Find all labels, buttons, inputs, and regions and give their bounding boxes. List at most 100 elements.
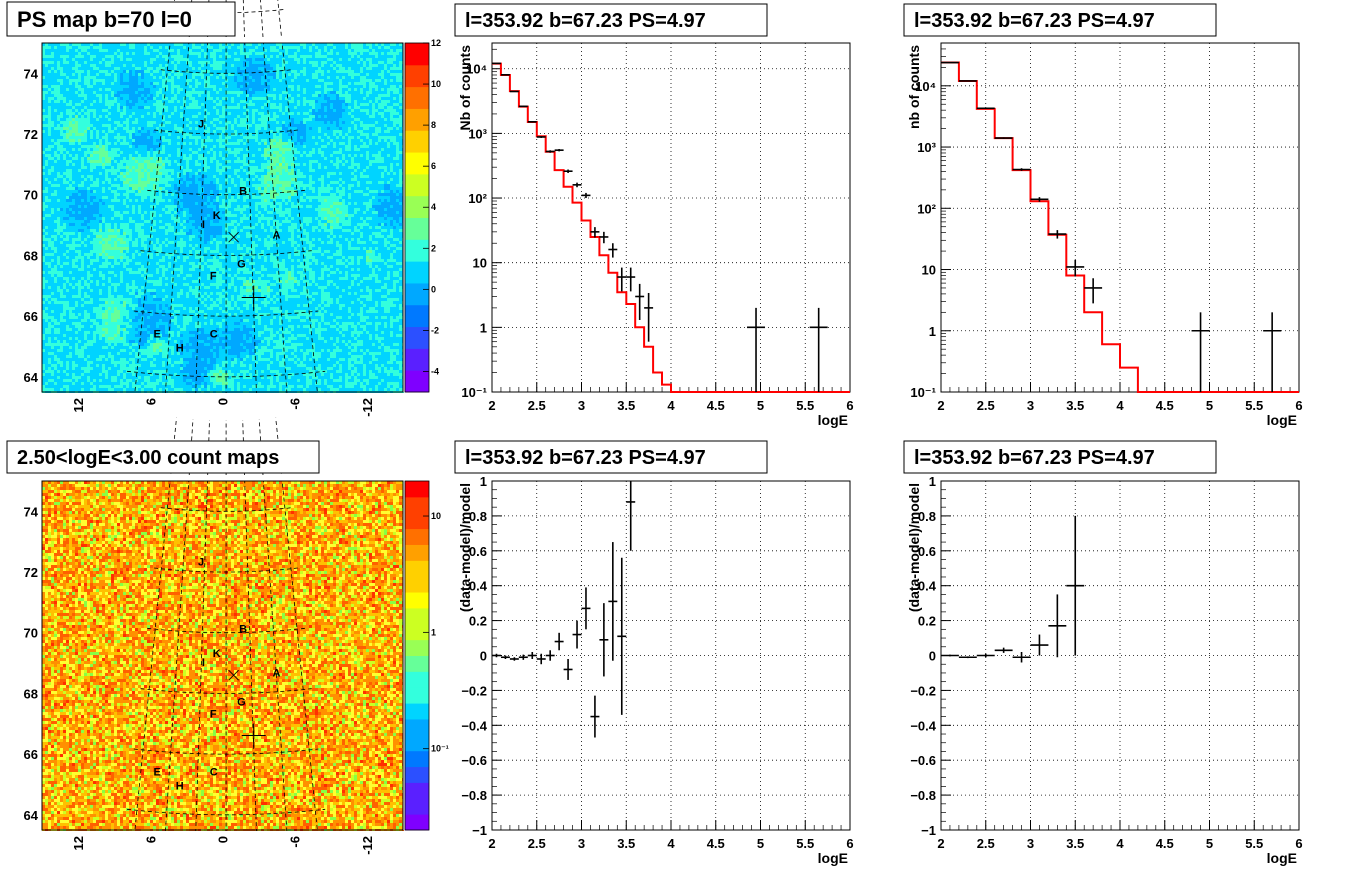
source-label-H: H bbox=[176, 780, 184, 792]
y-tick-2: −0.6 bbox=[461, 753, 487, 768]
data-point bbox=[501, 75, 510, 76]
colorbar-tick--2: -2 bbox=[431, 325, 439, 335]
y-tick-0: −1 bbox=[921, 823, 936, 838]
y-axis-title: nb of counts bbox=[906, 45, 922, 129]
y-tick-2: −0.6 bbox=[910, 753, 936, 768]
data-point bbox=[492, 63, 501, 64]
map-colorbar: 10 1 10⁻¹ bbox=[405, 481, 449, 831]
y-axis-title: (data-model)/model bbox=[906, 483, 922, 612]
map-y-tick-72: 72 bbox=[24, 565, 38, 580]
x-tick-5: 5 bbox=[757, 398, 764, 413]
source-label-C: C bbox=[210, 766, 218, 778]
y-tick-0: 10⁻¹ bbox=[910, 385, 936, 400]
plot-title-2: l=353.92 b=67.23 PS=4.97 bbox=[914, 10, 1155, 32]
colorbar-tick-6: 6 bbox=[431, 161, 436, 171]
x-tick-5.5: 5.5 bbox=[1245, 836, 1263, 851]
data-point bbox=[941, 655, 959, 657]
plot-panel-4: 2 2.5 3 3.5 4 4.5 5 5.5 6−1−0.8−0.6−0.4−0.200.20… bbox=[455, 441, 854, 866]
x-tick-4: 4 bbox=[1116, 836, 1124, 851]
x-tick-2: 2 bbox=[937, 398, 944, 413]
x-tick-2.5: 2.5 bbox=[977, 398, 995, 413]
map-x-tick-6: 6 bbox=[143, 836, 158, 843]
x-tick-3: 3 bbox=[578, 836, 585, 851]
map-x-tick-6: 6 bbox=[143, 398, 158, 405]
map-x-tick--12: -12 bbox=[360, 398, 375, 417]
colorbar-tick-1: 1 bbox=[431, 627, 436, 637]
y-tick-0: −1 bbox=[472, 823, 487, 838]
colorbar-tick--4: -4 bbox=[431, 366, 439, 376]
map-y-tick-66: 66 bbox=[24, 309, 38, 324]
x-tick-2: 2 bbox=[937, 836, 944, 851]
y-tick-10: 1 bbox=[929, 474, 936, 489]
x-axis-title: logE bbox=[1267, 850, 1297, 866]
y-tick-3: −0.4 bbox=[461, 718, 487, 733]
source-label-F: F bbox=[210, 709, 217, 721]
y-tick-5: 0 bbox=[480, 649, 487, 664]
x-tick-4: 4 bbox=[667, 398, 675, 413]
figure: JBKIAGFCEH64666870727412 6 0 -6 -12-4-202468… bbox=[0, 0, 1348, 876]
y-tick-3: 10² bbox=[468, 191, 487, 206]
source-label-E: E bbox=[153, 329, 160, 341]
x-tick-4.5: 4.5 bbox=[1156, 836, 1174, 851]
y-tick-6: 0.2 bbox=[918, 614, 936, 629]
colorbar-tick-8: 8 bbox=[431, 120, 436, 130]
source-label-B: B bbox=[239, 186, 247, 198]
map-y-tick-68: 68 bbox=[24, 686, 38, 701]
map-x-tick-12: 12 bbox=[71, 836, 86, 850]
x-tick-6: 6 bbox=[1295, 398, 1302, 413]
source-label-A: A bbox=[273, 668, 281, 680]
y-tick-1: −0.8 bbox=[910, 788, 936, 803]
x-tick-5: 5 bbox=[757, 836, 764, 851]
x-tick-4: 4 bbox=[667, 836, 675, 851]
map-title-3: 2.50<logE<3.00 count maps bbox=[17, 447, 279, 469]
x-tick-3.5: 3.5 bbox=[617, 398, 635, 413]
data-point bbox=[537, 136, 546, 138]
source-label-E: E bbox=[153, 767, 160, 779]
map-x-tick--6: -6 bbox=[288, 398, 303, 410]
x-axis-title: logE bbox=[818, 850, 848, 866]
x-tick-6: 6 bbox=[1295, 836, 1302, 851]
map-y-tick-72: 72 bbox=[24, 127, 38, 142]
x-tick-3.5: 3.5 bbox=[1066, 836, 1084, 851]
data-point bbox=[995, 137, 1013, 138]
colorbar-tick-10⁻¹: 10⁻¹ bbox=[431, 744, 449, 754]
colorbar-tick-10: 10 bbox=[431, 511, 441, 521]
x-tick-5.5: 5.5 bbox=[796, 398, 814, 413]
source-label-H: H bbox=[176, 342, 184, 354]
x-axis-title: logE bbox=[818, 412, 848, 428]
x-tick-3: 3 bbox=[1027, 398, 1034, 413]
source-label-K: K bbox=[213, 648, 221, 660]
source-label-K: K bbox=[213, 210, 221, 222]
map-y-tick-70: 70 bbox=[24, 626, 38, 641]
x-tick-2: 2 bbox=[488, 836, 495, 851]
map-x-tick--6: -6 bbox=[288, 836, 303, 848]
x-tick-3: 3 bbox=[578, 398, 585, 413]
x-tick-5.5: 5.5 bbox=[1245, 398, 1263, 413]
data-point bbox=[519, 106, 528, 107]
plot-title-1: l=353.92 b=67.23 PS=4.97 bbox=[465, 10, 706, 32]
x-tick-4.5: 4.5 bbox=[707, 836, 725, 851]
y-axis-title: (data-model)/model bbox=[457, 483, 473, 612]
data-point bbox=[510, 91, 519, 92]
data-point bbox=[977, 108, 995, 109]
map-x-tick-12: 12 bbox=[71, 398, 86, 412]
y-tick-4: 10³ bbox=[917, 140, 936, 155]
data-point bbox=[528, 121, 537, 122]
map-title-0: PS map b=70 l=0 bbox=[17, 7, 192, 32]
colorbar-tick-2: 2 bbox=[431, 243, 436, 253]
map-y-tick-64: 64 bbox=[24, 808, 39, 823]
x-tick-2.5: 2.5 bbox=[977, 836, 995, 851]
source-label-J: J bbox=[198, 118, 204, 130]
colorbar-tick-12: 12 bbox=[431, 38, 441, 48]
y-tick-2: 10 bbox=[922, 263, 936, 278]
map-y-tick-68: 68 bbox=[24, 248, 38, 263]
y-tick-10: 1 bbox=[480, 474, 487, 489]
y-tick-5: 0 bbox=[929, 649, 936, 664]
source-label-G: G bbox=[237, 258, 246, 270]
plot-title-5: l=353.92 b=67.23 PS=4.97 bbox=[914, 447, 1155, 469]
x-tick-2.5: 2.5 bbox=[528, 836, 546, 851]
plot-panel-2: 2 2.5 3 3.5 4 4.5 5 5.5 610⁻¹11010²10³10⁴logEnb … bbox=[904, 4, 1303, 428]
map-x-tick-0: 0 bbox=[216, 836, 231, 843]
